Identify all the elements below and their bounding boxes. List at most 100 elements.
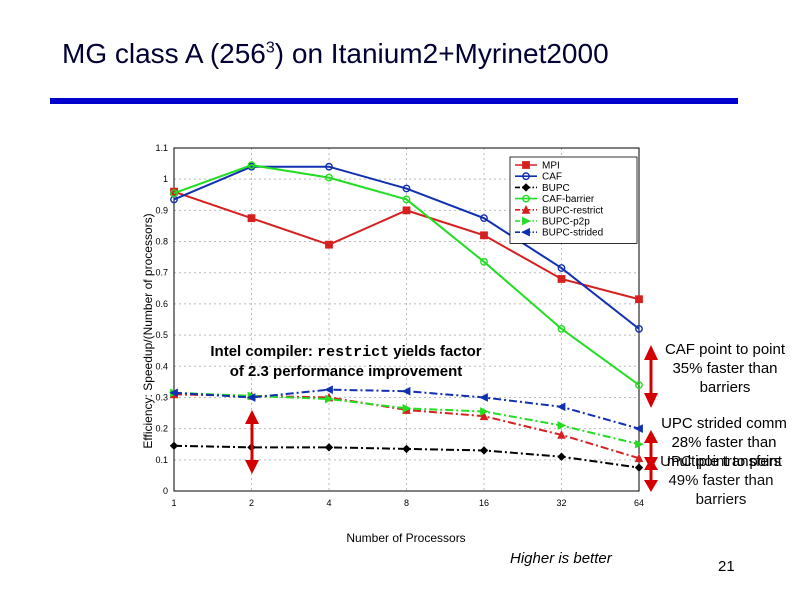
series-lines — [169, 161, 644, 472]
title-rule — [50, 98, 738, 104]
data-point — [479, 411, 489, 421]
y-tick-label: 0.6 — [155, 299, 168, 309]
legend-label: BUPC-restrict — [542, 205, 603, 216]
slide-title: MG class A (2563) on Itanium2+Myrinet200… — [62, 38, 609, 69]
x-tick-label: 2 — [249, 498, 254, 508]
legend-item: BUPC-strided — [515, 228, 603, 239]
y-axis-label: Efficiency: Speedup/(Number of processor… — [141, 213, 155, 448]
x-tick-label: 16 — [479, 498, 489, 508]
data-point — [325, 394, 334, 404]
data-point — [556, 402, 566, 412]
data-point — [169, 388, 178, 398]
x-axis-ticks: 1 2 4 8 16 32 64 — [171, 498, 644, 508]
data-point — [325, 173, 333, 182]
x-tick-label: 4 — [326, 498, 331, 508]
series-line — [173, 164, 640, 386]
legend-item: BUPC-p2p — [515, 217, 590, 228]
data-point — [557, 264, 566, 272]
y-tick-label: 1 — [163, 174, 168, 184]
data-point — [479, 393, 488, 402]
data-point — [324, 385, 333, 394]
legend-item: CAF-barrier — [515, 194, 595, 205]
data-point — [402, 195, 411, 204]
legend-label: BUPC-strided — [542, 228, 603, 239]
series-caf-barrier — [170, 161, 643, 389]
data-point — [402, 206, 411, 215]
footer-note: Higher is better — [510, 550, 612, 567]
data-point — [635, 324, 643, 333]
data-point — [557, 275, 566, 283]
bracket-arrow-2-head-up — [644, 430, 658, 443]
x-tick-label: 64 — [634, 498, 644, 508]
y-tick-label: 0 — [163, 486, 168, 496]
improvement-arrow-head-down — [245, 460, 259, 474]
data-point — [557, 421, 567, 430]
y-tick-label: 0.1 — [155, 455, 168, 465]
data-point — [480, 214, 488, 223]
data-point — [522, 194, 530, 203]
data-point — [557, 452, 566, 461]
data-point — [522, 216, 531, 226]
bracket-arrow-3-head-down — [644, 480, 658, 492]
series-bupc-strided — [169, 385, 643, 433]
page-number: 21 — [718, 558, 735, 575]
legend-item: CAF — [515, 172, 562, 183]
data-point — [246, 393, 256, 402]
data-point — [635, 381, 643, 389]
legend-label: BUPC-p2p — [542, 217, 590, 228]
y-tick-label: 0.8 — [155, 237, 168, 247]
data-point — [521, 205, 531, 214]
bracket-arrow-3-head-up — [644, 458, 658, 470]
data-point — [325, 162, 333, 171]
data-point — [402, 444, 411, 454]
restrict-annotation: Intel compiler: restrict yields factor o… — [210, 343, 482, 380]
y-tick-label: 0.3 — [155, 392, 168, 402]
bracket-arrow-1-head-down — [644, 393, 658, 408]
series-line — [173, 165, 640, 330]
legend-item: MPI — [515, 161, 560, 172]
caf-p2p-annotation: CAF point to point 35% faster than barri… — [664, 341, 786, 396]
data-point — [480, 257, 488, 266]
data-point — [635, 295, 643, 304]
legend-box — [509, 156, 638, 244]
data-point — [324, 443, 334, 452]
legend-label: MPI — [542, 161, 560, 172]
legend-label: CAF — [542, 172, 562, 183]
upc-strided-annotation: UPC strided comm 28% faster than multipl… — [661, 415, 787, 470]
data-point — [522, 161, 530, 169]
data-point — [479, 446, 489, 455]
data-point — [247, 214, 256, 223]
legend-label: CAF-barrier — [542, 194, 595, 205]
y-tick-label: 0.9 — [155, 205, 168, 215]
improvement-arrow-head-up — [245, 410, 259, 424]
x-tick-label: 32 — [556, 498, 566, 508]
data-point — [634, 424, 643, 433]
y-tick-label: 0.4 — [155, 361, 168, 371]
y-tick-label: 0.5 — [155, 330, 168, 340]
y-tick-label: 0.7 — [155, 268, 168, 278]
legend-label: BUPC — [542, 183, 570, 194]
data-point — [634, 463, 644, 472]
data-point — [402, 184, 411, 193]
data-point — [169, 441, 179, 450]
legend-item: BUPC — [515, 183, 570, 194]
series-bupc — [169, 441, 644, 472]
data-point — [635, 439, 644, 449]
data-point — [521, 227, 530, 237]
upc-p2p-annotation: UPC point to point 49% faster than barri… — [660, 453, 782, 508]
data-point — [170, 189, 178, 198]
data-point — [634, 453, 644, 463]
plot-frame — [173, 147, 640, 492]
data-point — [480, 407, 489, 416]
y-axis-ticks: 0 0.1 0.2 0.3 0.4 0.5 0.6 0.7 0.8 0.9 1 1.1 — [155, 143, 168, 496]
data-point — [557, 430, 566, 439]
x-tick-label: 8 — [404, 498, 409, 508]
chart-legend: MPICAFBUPCCAF-barrierBUPC-restrictBUPC-p… — [509, 156, 638, 244]
data-point — [325, 240, 333, 249]
bracket-arrow-1-head-up — [644, 345, 658, 360]
data-point — [522, 172, 530, 181]
x-tick-label: 1 — [171, 498, 176, 508]
x-axis-label: Number of Processors — [346, 531, 465, 545]
annotation-arrows — [245, 345, 658, 492]
